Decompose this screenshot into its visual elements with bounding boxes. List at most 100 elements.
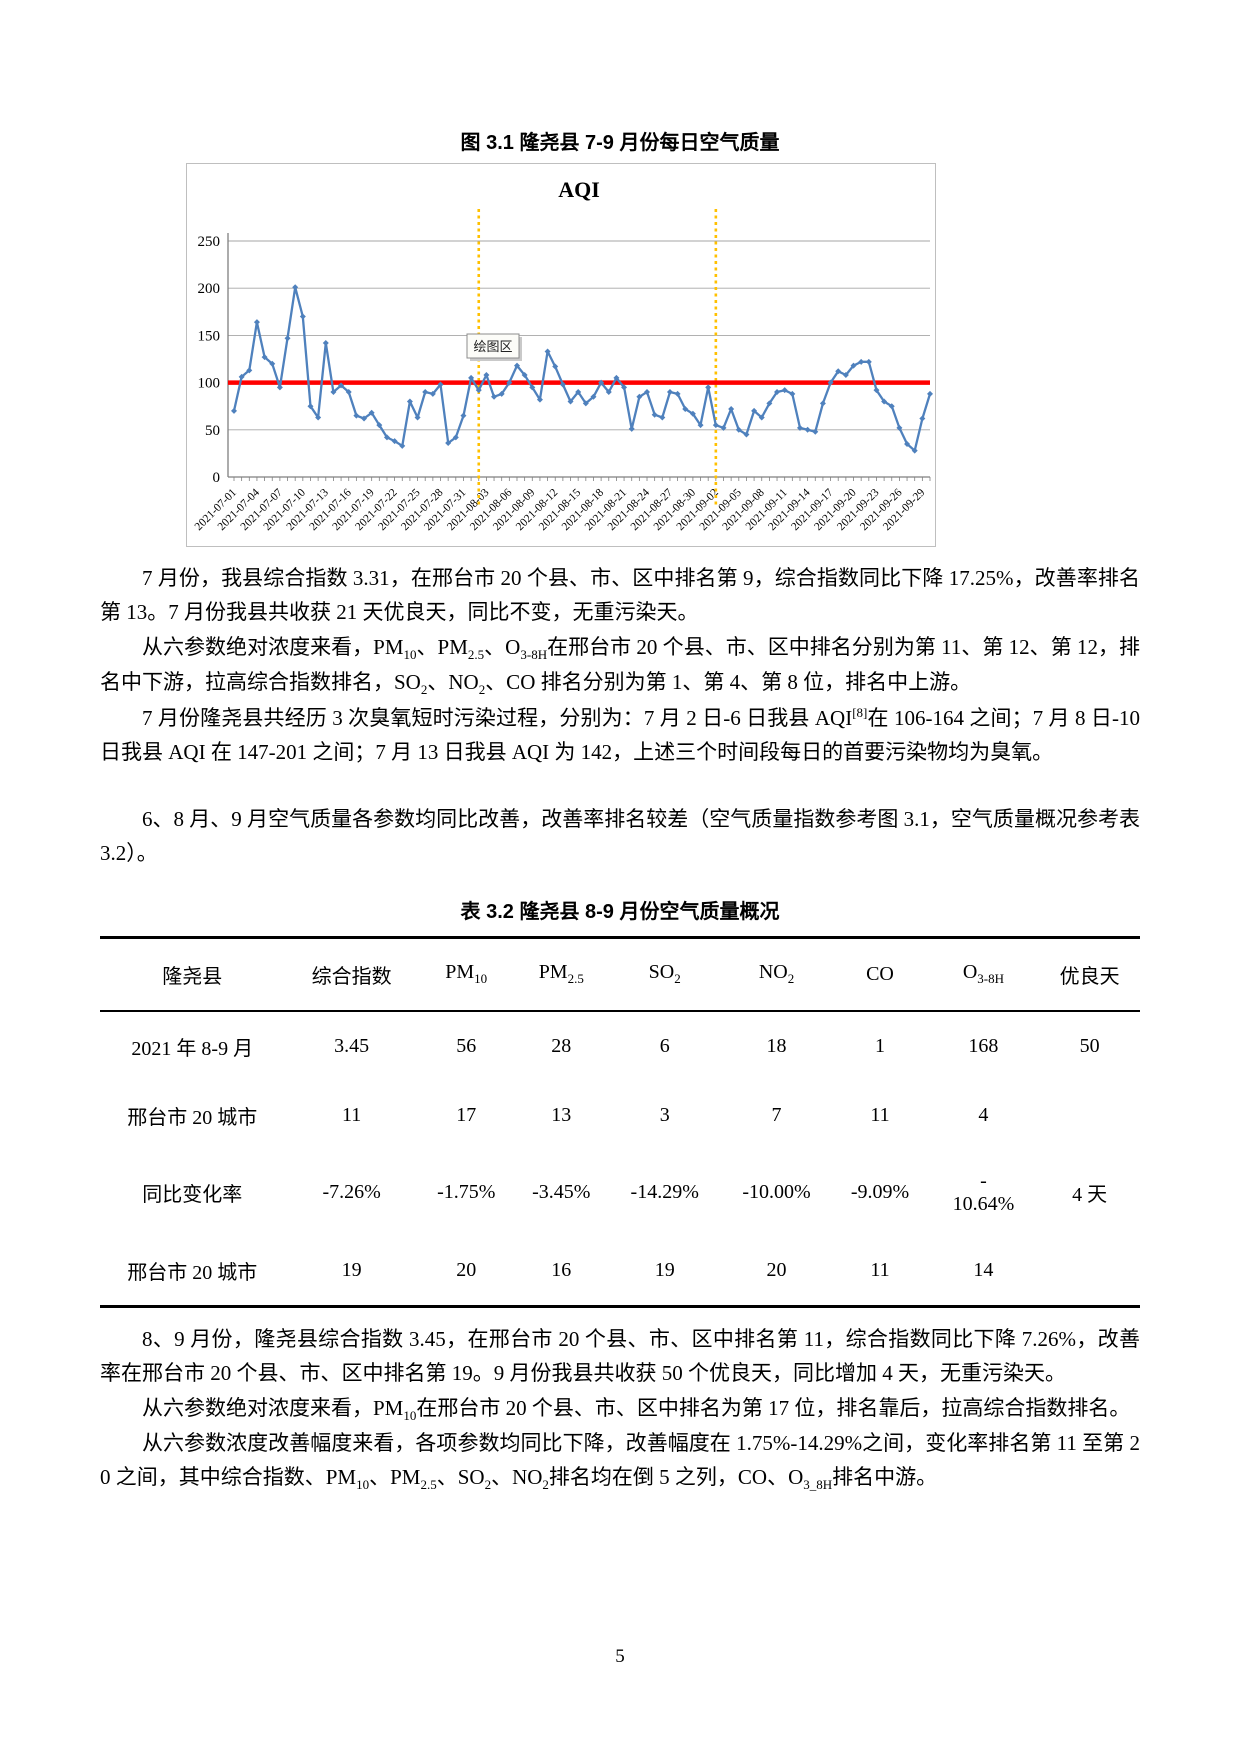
paragraph-july-summary: 7 月份，我县综合指数 3.31，在邢台市 20 个县、市、区中排名第 9，综合…: [100, 561, 1140, 630]
text-run: SO: [648, 961, 675, 984]
cell-value: 1: [874, 1034, 885, 1057]
x-axis-ticks: [233, 477, 931, 481]
cell-value: 19: [341, 1258, 362, 1281]
cell-value: [1039, 1081, 1140, 1150]
paragraph-ozone-episodes: 7 月份隆尧县共经历 3 次臭氧短时污染过程，分别为：7 月 2 日-6 日我县…: [100, 701, 1140, 770]
text-run: 2: [787, 971, 795, 987]
cell-value: 7: [771, 1103, 782, 1126]
column-header: PM10: [419, 937, 514, 1011]
text-run: 3-8H: [520, 647, 548, 663]
cell-value: 19: [654, 1258, 675, 1281]
plot-area-tooltip: 绘图区: [466, 333, 522, 361]
chart-title: AQI: [558, 177, 600, 202]
text-run: 10: [403, 1407, 417, 1423]
cell-value: 16: [551, 1258, 572, 1281]
cell-value: 17: [456, 1103, 477, 1126]
cell-value: -14.29%: [630, 1181, 699, 1204]
text-run: 综合指数: [311, 965, 392, 988]
text-run: 排名中游。: [832, 1465, 938, 1490]
cell-value: - 10.64%: [952, 1169, 1015, 1215]
table-row: 邢台市 20 城市 19 20 16 19 20 11 14: [100, 1236, 1140, 1307]
table-row: 邢台市 20 城市 11 17 13 3 7 11 4: [100, 1081, 1140, 1150]
air-quality-table: 隆尧县 综合指数 PM10 PM2.5 SO2 NO2 CO O3-8H 优良天 2021 年 …: [100, 935, 1140, 1308]
text-run: 隆尧县: [162, 965, 223, 988]
text-run: [8]: [852, 704, 868, 720]
text-run: 、SO: [436, 1465, 485, 1490]
text-run: 排名均在倒 5 之列，CO、O: [548, 1465, 804, 1490]
table-row: 同比变化率 -7.26% -1.75% -3.45% -14.29% -10.00% -9.…: [100, 1150, 1140, 1236]
aqi-series-markers: [231, 284, 933, 454]
column-header: PM2.5: [514, 937, 609, 1011]
text-run: 2.5: [467, 647, 485, 663]
cell-value: 20: [766, 1258, 787, 1281]
text-run: 、NO: [427, 670, 479, 695]
cell-value: -9.09%: [850, 1181, 910, 1204]
paragraph-item-6: 6、8 月、9 月空气质量各参数均同比改善，改善率排名较差（空气质量指数参考图 …: [100, 802, 1140, 871]
cell-value: -7.26%: [322, 1181, 381, 1204]
cell-value: [1039, 1236, 1140, 1307]
text-run: 2: [674, 971, 681, 987]
column-header: 隆尧县: [100, 937, 285, 1011]
cell-value: 11: [870, 1103, 890, 1126]
text-run: 8、9 月份，隆尧县综合指数 3.45，在邢台市 20 个县、市、区中排名第 1…: [100, 1326, 1140, 1386]
text-run: 2.5: [420, 1477, 437, 1493]
column-header: 综合指数: [285, 937, 419, 1011]
figure-caption: 图 3.1 隆尧县 7-9 月份每日空气质量: [460, 132, 780, 154]
text-run: 、NO: [491, 1465, 543, 1490]
text-run: 10: [356, 1477, 370, 1493]
chart-border: [186, 163, 936, 547]
text-run: 2.5: [567, 971, 584, 987]
text-run: 、O: [484, 634, 521, 659]
text-run: 从六参数绝对浓度来看，PM: [142, 1395, 404, 1420]
column-header: 优良天: [1039, 937, 1140, 1011]
table-header-row: 隆尧县 综合指数 PM10 PM2.5 SO2 NO2 CO O3-8H 优良天: [100, 937, 1140, 1011]
text-run: 10: [403, 647, 417, 663]
cell-value: 3: [659, 1103, 670, 1126]
page-number: 5: [615, 1646, 625, 1667]
text-run: 3_8H: [803, 1477, 833, 1493]
text-run: PM: [538, 961, 568, 984]
text-run: 、PM: [369, 1465, 421, 1490]
row-label: 2021 年 8-9 月: [131, 1037, 254, 1060]
text-run: 、CO 排名分别为第 1、第 4、第 8 位，排名中上游。: [485, 670, 972, 695]
cell-value: -1.75%: [437, 1181, 496, 1204]
cell-value: 168: [968, 1034, 999, 1057]
text-run: 2: [484, 1477, 492, 1493]
text-run: 2: [478, 682, 486, 698]
row-label: 邢台市 20 城市: [127, 1106, 258, 1129]
svg-text:0: 0: [213, 470, 221, 486]
paragraph-aug-sep-summary: 8、9 月份，隆尧县综合指数 3.45，在邢台市 20 个县、市、区中排名第 1…: [100, 1322, 1140, 1391]
cell-value: 13: [551, 1103, 572, 1126]
aqi-chart: AQI 0 50 100 150 200 250 2021-07-01 2021-07-04 20…: [186, 163, 936, 547]
cell-value: 56: [456, 1034, 477, 1057]
row-label: 同比变化率: [142, 1184, 243, 1207]
text-run: CO: [866, 962, 894, 985]
text-run: 在邢台市 20 个县、市、区中排名分别为第 11、第 12、第 12，排名中下游…: [100, 634, 1140, 695]
cell-value: -10.00%: [742, 1181, 811, 1204]
column-header: CO: [832, 937, 927, 1011]
text-run: 从六参数浓度改善幅度来看，各项参数均同比下降，改善幅度在 1.75%-14.29…: [100, 1431, 1140, 1490]
cell-value: 4 天: [1072, 1184, 1108, 1207]
text-run: 、PM: [416, 634, 468, 659]
text-run: 在 106-164 之间；7 月 8 日-10 日我县 AQI 在 147-20…: [100, 705, 1140, 765]
column-header: NO2: [721, 937, 833, 1011]
table-body: 2021 年 8-9 月 3.45 56 28 6 18 1 168 50 邢台市 20 城市 11…: [100, 1011, 1140, 1307]
cell-value: 4: [978, 1103, 989, 1126]
paragraph-six-params-july: 从六参数绝对浓度来看，PM10、PM2.5、O3-8H在邢台市 20 个县、市、…: [100, 630, 1140, 701]
table-caption: 表 3.2 隆尧县 8-9 月份空气质量概况: [460, 900, 780, 923]
cell-value: 3.45: [334, 1034, 370, 1057]
text-run: 7 月份隆尧县共经历 3 次臭氧短时污染过程，分别为：7 月 2 日-6 日我县…: [142, 705, 853, 730]
column-header: SO2: [609, 937, 721, 1011]
cell-value: 20: [456, 1258, 477, 1281]
svg-text:250: 250: [198, 234, 221, 250]
cell-value: 11: [870, 1258, 890, 1281]
aqi-chart-svg: AQI0501001502002502021-07-012021-07-0420…: [186, 163, 936, 547]
svg-text:100: 100: [198, 376, 221, 392]
text-run: NO: [758, 961, 788, 984]
svg-text:200: 200: [198, 281, 221, 297]
y-axis-labels: 0 50 100 150 200 250: [198, 234, 221, 486]
row-label: 邢台市 20 城市: [127, 1261, 258, 1284]
text-run: 优良天: [1059, 965, 1120, 988]
svg-text:150: 150: [198, 328, 221, 344]
